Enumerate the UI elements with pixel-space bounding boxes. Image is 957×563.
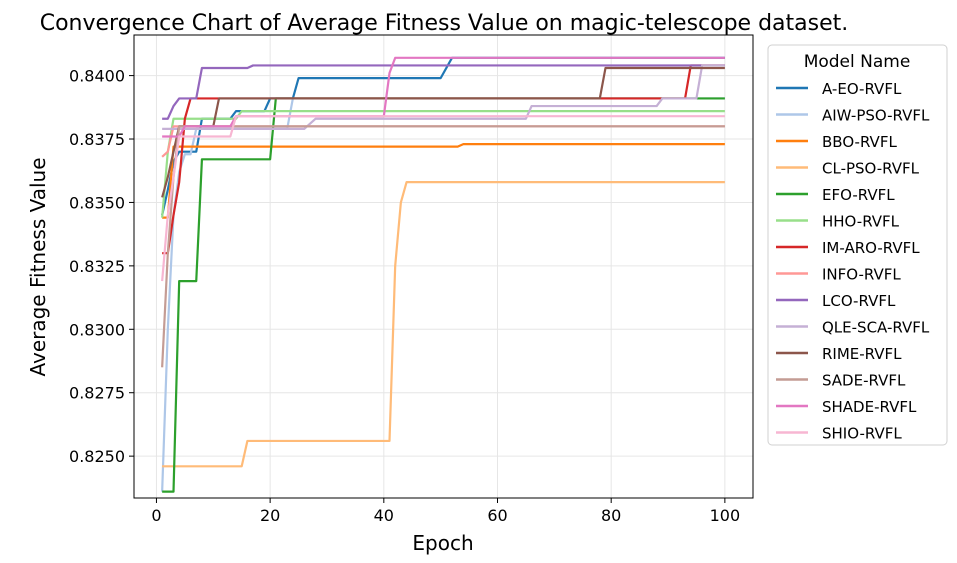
legend-label-aiw-pso-rvfl: AIW-PSO-RVFL bbox=[822, 107, 930, 125]
y-axis-ticks: 0.8250 0.8275 0.8300 0.8325 0.8350 0.8375 0.84… bbox=[69, 67, 134, 466]
x-tick-label: 20 bbox=[260, 506, 280, 525]
y-axis-label: Average Fitness Value bbox=[26, 157, 50, 376]
series-line-hho-rvfl bbox=[161, 110, 725, 218]
legend-label-efo-rvfl: EFO-RVFL bbox=[822, 186, 895, 204]
series-lines bbox=[161, 56, 725, 493]
series-line-bbo-rvfl bbox=[162, 142, 725, 219]
legend-label-shio-rvfl: SHIO-RVFL bbox=[822, 425, 902, 443]
legend-label-info-rvfl: INFO-RVFL bbox=[822, 266, 901, 284]
legend-box bbox=[767, 44, 948, 446]
series-line-efo-rvfl bbox=[162, 97, 725, 493]
plot-area bbox=[133, 34, 754, 499]
series-line-shade-rvfl bbox=[162, 56, 725, 138]
series-line-sade-rvfl bbox=[161, 125, 725, 368]
series-line-cl-pso-rvfl bbox=[162, 181, 725, 468]
x-tick-label: 40 bbox=[374, 506, 394, 525]
legend-label-hho-rvfl: HHO-RVFL bbox=[822, 213, 900, 231]
x-axis-label: Epoch bbox=[412, 531, 473, 555]
chart-title: Convergence Chart of Average Fitness Val… bbox=[40, 11, 849, 36]
legend-label-sade-rvfl: SADE-RVFL bbox=[822, 372, 906, 390]
x-tick-label: 0 bbox=[151, 506, 161, 525]
legend-label-cl-pso-rvfl: CL-PSO-RVFL bbox=[822, 160, 920, 178]
legend-items: A-EO-RVFL AIW-PSO-RVFL BBO-RVFL CL-PSO-RVFL… bbox=[776, 80, 930, 443]
legend: Model Name A-EO-RVFL AIW-PSO-RVFL BBO-RVFL… bbox=[767, 44, 948, 446]
series-line-lco-rvfl bbox=[162, 64, 725, 120]
series-line-rime-rvfl bbox=[161, 66, 725, 198]
grid-lines bbox=[134, 35, 753, 498]
x-tick-label: 100 bbox=[710, 506, 741, 525]
y-tick-label: 0.8350 bbox=[69, 193, 125, 212]
series-line-shio-rvfl bbox=[161, 115, 725, 282]
y-tick-label: 0.8400 bbox=[69, 67, 125, 86]
y-tick-label: 0.8275 bbox=[69, 384, 125, 403]
series-line-info-rvfl bbox=[161, 125, 725, 158]
legend-label-lco-rvfl: LCO-RVFL bbox=[822, 292, 896, 310]
legend-label-rime-rvfl: RIME-RVFL bbox=[822, 345, 902, 363]
y-tick-label: 0.8300 bbox=[69, 320, 125, 339]
legend-label-shade-rvfl: SHADE-RVFL bbox=[822, 398, 917, 416]
y-tick-label: 0.8250 bbox=[69, 447, 125, 466]
legend-label-bbo-rvfl: BBO-RVFL bbox=[822, 133, 897, 151]
legend-label-qle-sca-rvfl: QLE-SCA-RVFL bbox=[822, 319, 930, 337]
x-tick-label: 60 bbox=[487, 506, 507, 525]
y-tick-label: 0.8325 bbox=[69, 257, 125, 276]
legend-title: Model Name bbox=[804, 52, 911, 72]
series-line-a-eo-rvfl bbox=[161, 56, 725, 216]
series-line-aiw-pso-rvfl bbox=[161, 97, 725, 492]
series-line-qle-sca-rvfl bbox=[162, 64, 725, 130]
x-axis-ticks: 0 20 40 60 80 100 bbox=[151, 498, 740, 525]
legend-label-im-aro-rvfl: IM-ARO-RVFL bbox=[822, 239, 920, 257]
legend-label-a-eo-rvfl: A-EO-RVFL bbox=[822, 80, 902, 98]
y-tick-label: 0.8375 bbox=[69, 130, 125, 149]
x-tick-label: 80 bbox=[601, 506, 621, 525]
